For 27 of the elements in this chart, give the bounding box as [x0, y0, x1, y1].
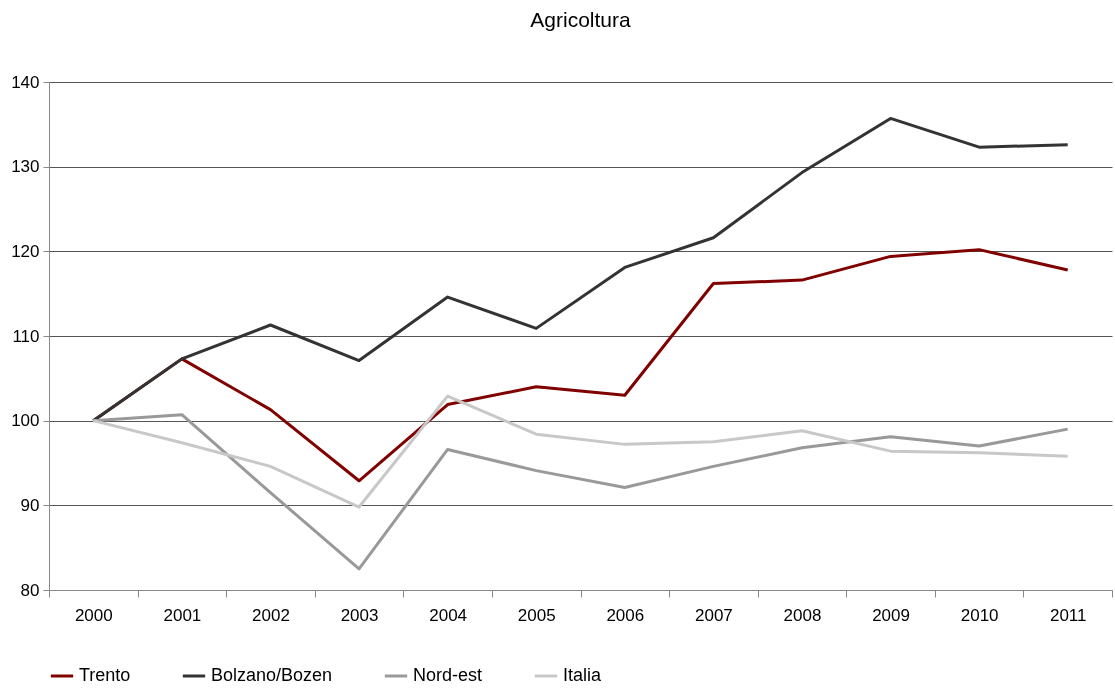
y-tick-label: 130 — [11, 157, 40, 177]
x-tick-label: 2006 — [606, 605, 645, 625]
legend-label: Nord-est — [413, 665, 483, 685]
x-tick-label: 2008 — [783, 605, 822, 625]
y-tick-label: 140 — [11, 72, 40, 92]
x-tick-label: 2007 — [694, 605, 733, 625]
legend-label: Bolzano/Bozen — [211, 665, 333, 685]
y-tick-label: 100 — [11, 411, 40, 431]
x-tick-label: 2002 — [252, 605, 290, 625]
line-series — [91, 116, 1070, 423]
y-tick-label: 90 — [20, 495, 40, 515]
legend-label: Italia — [563, 665, 603, 685]
chart-title: Agricoltura — [530, 8, 631, 31]
x-tick-label: 2003 — [340, 605, 379, 625]
x-tick-label: 2010 — [960, 605, 999, 625]
x-tick-label: 2004 — [429, 605, 468, 625]
y-tick-label: 110 — [12, 326, 40, 346]
x-tick-label: 2001 — [163, 605, 202, 625]
legend-label: Trento — [79, 665, 131, 685]
x-tick-label: 2005 — [517, 605, 556, 625]
line-series — [91, 394, 1070, 509]
x-tick-label: 2011 — [1049, 605, 1087, 625]
y-tick-label: 120 — [11, 241, 40, 261]
x-tick-label: 2009 — [872, 605, 910, 625]
x-tick-label: 2000 — [74, 605, 113, 625]
y-tick-label: 80 — [20, 580, 40, 600]
line-series — [91, 413, 1070, 571]
